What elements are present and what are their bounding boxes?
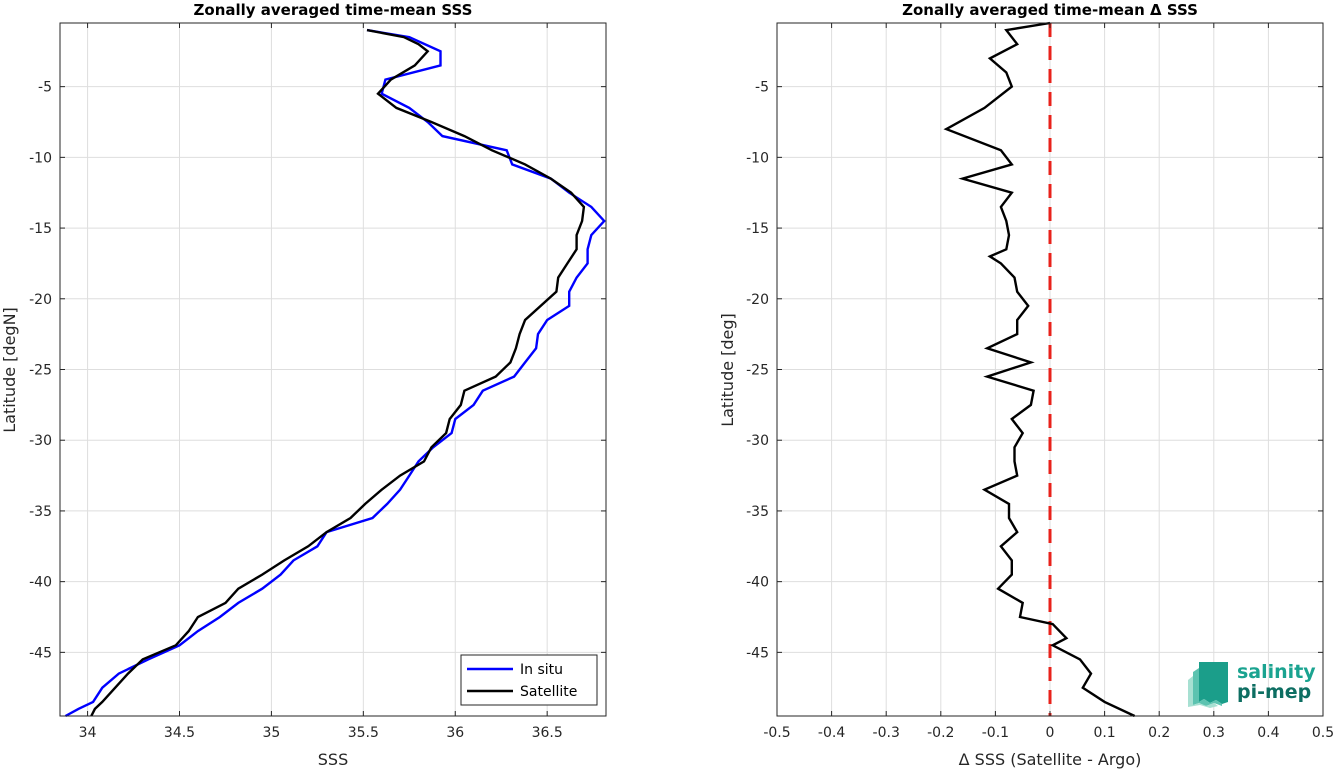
salinity-pi-mep-logo: salinity pi-mep <box>1188 661 1316 708</box>
left-y-tick-label: -40 <box>29 575 52 591</box>
right-y-tick-label: -40 <box>746 575 769 591</box>
left-y-tick-label: -30 <box>29 433 52 449</box>
left-x-tick-label: 36.5 <box>532 725 563 741</box>
logo-text-line1: salinity <box>1237 661 1316 683</box>
left-y-tick-label: -45 <box>29 645 52 661</box>
left-ticks: 34 34.5 35 35.5 36 36.5 -5 -10 -15 -20 -25 -30 -35 -4… <box>29 23 606 741</box>
left-y-tick-label: -25 <box>29 363 52 379</box>
left-y-tick-label: -35 <box>29 504 52 520</box>
right-x-tick-label: 0.3 <box>1203 725 1225 741</box>
right-x-tick-label: -0.2 <box>927 725 954 741</box>
left-x-tick-label: 35.5 <box>348 725 379 741</box>
left-axes: Zonally averaged time-mean SSS 34 34.5 35 3… <box>0 1 607 769</box>
left-y-axis-label: Latitude [degN] <box>0 307 19 433</box>
right-x-tick-label: 0.2 <box>1148 725 1170 741</box>
left-chart-title: Zonally averaged time-mean SSS <box>194 1 473 19</box>
right-x-tick-label: -0.1 <box>982 725 1009 741</box>
right-series-lines <box>943 21 1136 718</box>
legend-label-satellite: Satellite <box>520 684 577 700</box>
right-x-tick-label: 0.4 <box>1257 725 1279 741</box>
logo-text-line2: pi-mep <box>1237 681 1311 703</box>
left-x-axis-label: SSS <box>318 750 348 769</box>
left-series-lines <box>64 28 606 718</box>
right-y-tick-label: -10 <box>746 150 769 166</box>
logo-wave-icon <box>1188 662 1228 708</box>
left-x-tick-label: 34.5 <box>164 725 195 741</box>
right-y-tick-label: -25 <box>746 363 769 379</box>
right-y-axis-label: Latitude [deg] <box>718 313 737 427</box>
right-x-axis-label: Δ SSS (Satellite - Argo) <box>959 750 1142 769</box>
right-axes: Zonally averaged time-mean Δ SSS -0.5 -0.… <box>718 1 1334 769</box>
right-x-tick-label: -0.4 <box>818 725 845 741</box>
right-x-tick-label: 0 <box>1046 725 1055 741</box>
right-x-tick-label: -0.3 <box>873 725 900 741</box>
left-y-tick-label: -20 <box>29 292 52 308</box>
right-x-tick-label: 0.1 <box>1093 725 1115 741</box>
legend-label-in-situ: In situ <box>520 662 563 678</box>
left-x-tick-label: 35 <box>263 725 281 741</box>
left-y-tick-label: -10 <box>29 150 52 166</box>
right-ticks: -0.5 -0.4 -0.3 -0.2 -0.1 0 0.1 0.2 0.3 0.4 0.5 -5 -1… <box>746 23 1334 741</box>
left-grid <box>60 23 606 716</box>
right-x-tick-label: 0.5 <box>1312 725 1334 741</box>
left-x-tick-label: 36 <box>446 725 464 741</box>
legend-box <box>460 654 598 706</box>
right-y-tick-label: -20 <box>746 292 769 308</box>
right-x-tick-label: -0.5 <box>763 725 790 741</box>
left-y-tick-label: -15 <box>29 221 52 237</box>
right-y-tick-label: -5 <box>755 80 769 96</box>
left-series-line-satellite <box>90 28 586 717</box>
right-series-line-delta-sss <box>943 21 1136 718</box>
left-series-line-in-situ <box>64 28 606 718</box>
left-x-tick-label: 34 <box>79 725 97 741</box>
right-y-tick-label: -15 <box>746 221 769 237</box>
right-y-tick-label: -35 <box>746 504 769 520</box>
right-y-tick-label: -45 <box>746 645 769 661</box>
left-y-tick-label: -5 <box>38 80 52 96</box>
legend: In situ Satellite <box>460 654 598 706</box>
right-chart-title: Zonally averaged time-mean Δ SSS <box>902 1 1198 19</box>
right-y-tick-label: -30 <box>746 433 769 449</box>
